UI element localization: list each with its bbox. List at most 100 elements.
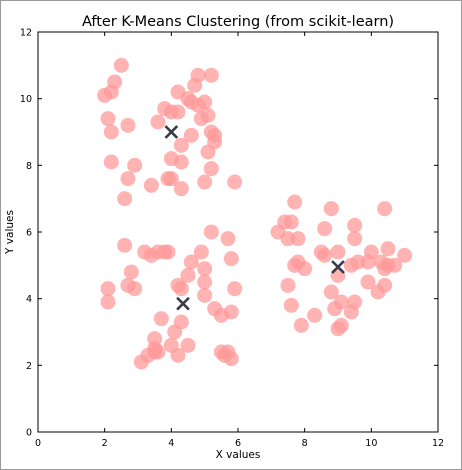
x-tick-label: 12	[432, 438, 444, 449]
data-point-cluster-1-4	[113, 57, 129, 73]
data-point-cluster-2-29	[343, 304, 359, 320]
data-point-cluster-1-32	[173, 154, 189, 170]
data-point-cluster-1-5	[100, 111, 116, 127]
data-point-cluster-3-29	[133, 354, 149, 370]
data-point-cluster-2-35	[280, 277, 296, 293]
data-point-cluster-1-36	[203, 161, 219, 177]
data-point-cluster-2-38	[297, 261, 313, 277]
points-layer	[97, 57, 413, 370]
data-point-cluster-2-31	[330, 321, 346, 337]
data-point-cluster-2-24	[330, 267, 346, 283]
data-point-cluster-2-12	[380, 241, 396, 257]
data-point-cluster-1-6	[103, 124, 119, 140]
data-point-cluster-3-14	[207, 301, 223, 317]
data-point-cluster-2-8	[323, 201, 339, 217]
data-point-cluster-3-15	[197, 287, 213, 303]
data-point-cluster-2-11	[377, 201, 393, 217]
x-tick-label: 2	[102, 438, 108, 449]
centroid-marker-1	[164, 125, 179, 139]
data-point-cluster-3-33	[100, 281, 116, 297]
data-point-cluster-1-9	[127, 157, 143, 173]
data-point-cluster-1-13	[150, 114, 166, 130]
data-point-cluster-3-6	[160, 244, 176, 260]
x-tick-label: 8	[302, 438, 308, 449]
data-point-cluster-1-38	[227, 174, 243, 190]
data-point-cluster-1-35	[173, 181, 189, 197]
data-point-cluster-3-9	[220, 231, 236, 247]
data-point-cluster-3-17	[197, 261, 213, 277]
centroids-layer	[164, 125, 345, 311]
data-point-cluster-3-30	[123, 264, 139, 280]
data-point-cluster-3-40	[213, 344, 229, 360]
data-point-cluster-1-34	[160, 171, 176, 187]
ticks-layer: 0 2 4 6 8 10 12 0 2 4 6 8 10 12	[20, 28, 444, 450]
y-tick-label: 8	[26, 161, 32, 172]
data-point-cluster-3-1	[117, 237, 133, 253]
centroid-marker-2	[331, 260, 345, 274]
data-point-cluster-3-7	[183, 254, 199, 270]
x-tick-label: 4	[168, 438, 174, 449]
data-point-cluster-3-41	[170, 347, 186, 363]
data-point-cluster-3-23	[167, 324, 183, 340]
data-point-cluster-2-40	[317, 247, 333, 263]
data-point-cluster-1-12	[143, 177, 159, 193]
data-point-cluster-1-29	[200, 144, 216, 160]
chart-title: After K-Means Clustering (from scikit-le…	[82, 14, 394, 30]
y-tick-label: 6	[26, 228, 32, 239]
data-point-cluster-3-34	[100, 294, 116, 310]
data-point-cluster-1-25	[200, 107, 216, 123]
data-point-cluster-3-32	[127, 281, 143, 297]
data-point-cluster-3-11	[227, 281, 243, 297]
data-point-cluster-2-25	[323, 284, 339, 300]
data-point-cluster-1-20	[203, 67, 219, 83]
data-point-cluster-3-4	[137, 244, 153, 260]
data-point-cluster-2-6	[290, 231, 306, 247]
y-tick-label: 2	[26, 361, 32, 372]
data-point-cluster-2-41	[350, 254, 366, 270]
data-point-cluster-2-32	[307, 307, 323, 323]
data-point-cluster-3-10	[223, 251, 239, 267]
data-point-cluster-1-19	[190, 67, 206, 83]
data-point-cluster-2-9	[347, 217, 363, 233]
data-point-cluster-2-16	[363, 244, 379, 260]
y-tick-label: 0	[26, 428, 32, 439]
data-point-cluster-1-30	[183, 127, 199, 143]
y-axis-label: Y values	[4, 210, 16, 255]
y-tick-label: 10	[20, 94, 32, 105]
data-point-cluster-2-20	[397, 247, 413, 263]
y-tick-label: 4	[26, 294, 32, 305]
x-tick-label: 6	[235, 438, 241, 449]
data-point-cluster-2-10	[347, 231, 363, 247]
x-tick-label: 10	[365, 438, 377, 449]
data-point-cluster-1-10	[120, 171, 136, 187]
centroid-marker-3	[176, 296, 190, 311]
data-point-cluster-3-18	[193, 244, 209, 260]
data-point-cluster-1-39	[190, 97, 206, 113]
data-point-cluster-1-16	[170, 104, 186, 120]
data-point-cluster-3-36	[180, 337, 196, 353]
data-point-cluster-2-27	[327, 301, 343, 317]
data-point-cluster-2-23	[360, 274, 376, 290]
data-point-cluster-3-21	[173, 281, 189, 297]
data-point-cluster-1-8	[103, 154, 119, 170]
data-point-cluster-1-11	[117, 191, 133, 207]
data-point-cluster-2-22	[370, 284, 386, 300]
data-point-cluster-2-34	[283, 297, 299, 313]
data-point-cluster-1-40	[173, 137, 189, 153]
data-point-cluster-3-16	[197, 274, 213, 290]
data-point-cluster-2-1	[287, 194, 303, 210]
data-point-cluster-2-7	[317, 221, 333, 237]
data-point-cluster-3-25	[153, 311, 169, 327]
x-tick-label: 0	[35, 438, 41, 449]
data-point-cluster-2-33	[293, 317, 309, 333]
data-point-cluster-2-42	[380, 257, 396, 273]
data-point-cluster-1-7	[120, 117, 136, 133]
x-axis-label: X values	[216, 449, 261, 461]
data-point-cluster-1-37	[197, 174, 213, 190]
data-point-cluster-3-19	[180, 267, 196, 283]
data-point-cluster-3-42	[147, 341, 163, 357]
data-point-cluster-1-3	[107, 74, 123, 90]
y-tick-label: 12	[20, 28, 32, 39]
